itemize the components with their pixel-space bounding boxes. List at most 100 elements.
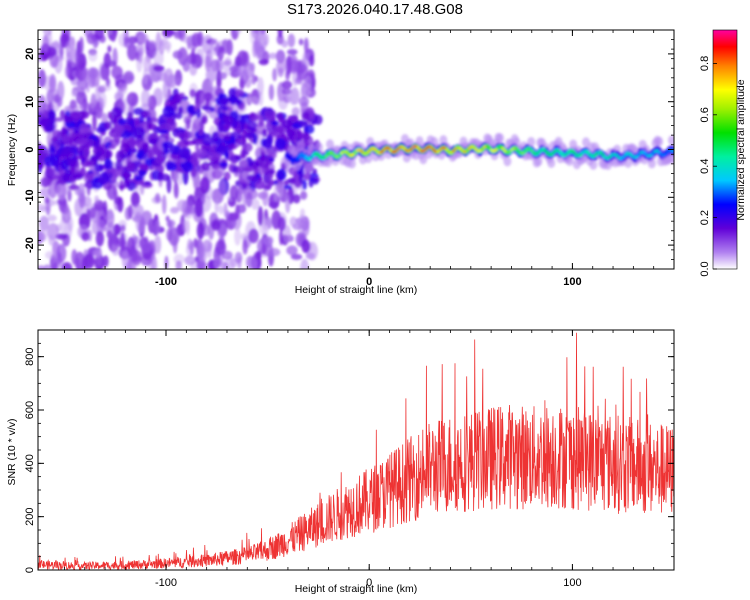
noise-blob [44, 250, 56, 260]
cluster-blob [130, 140, 141, 146]
cluster-blob [201, 105, 212, 111]
ridge-core [398, 146, 402, 149]
cluster-blob [221, 106, 229, 111]
ridge-core [498, 145, 502, 149]
noise-blob [123, 70, 135, 85]
noise-blob [182, 35, 194, 44]
noise-blob [184, 255, 196, 266]
ridge-core [595, 152, 599, 156]
noise-blob [127, 204, 133, 219]
ridge-core [335, 155, 339, 159]
noise-blob [215, 239, 227, 255]
ridge-core [308, 157, 312, 160]
noise-blob [196, 221, 205, 240]
noise-blob [257, 206, 264, 226]
ridge-core [346, 152, 350, 156]
cluster-blob [260, 151, 265, 162]
ridge-core [391, 150, 395, 154]
ridge-core [481, 147, 485, 151]
ridge-core [543, 149, 547, 152]
noise-blob [234, 251, 243, 264]
noise-blob [219, 179, 227, 198]
noise-blob [117, 196, 124, 213]
ridge-core [599, 151, 603, 155]
noise-blob [38, 203, 46, 212]
ridge-core [536, 151, 540, 154]
ridge-core [545, 151, 549, 155]
ridge-core [422, 149, 426, 152]
ridge-core [382, 148, 386, 151]
noise-blob [39, 187, 51, 198]
ridge-halo [315, 142, 324, 153]
noise-blob [81, 231, 90, 242]
noise-blob [300, 258, 309, 269]
ridge-core [563, 153, 567, 157]
cluster-blob [147, 123, 157, 131]
ridge-core [644, 152, 648, 156]
noise-blob [287, 33, 296, 48]
cluster-blob [275, 138, 287, 150]
noise-blob [75, 49, 80, 66]
cluster-blob [209, 106, 215, 113]
ridge-halo [304, 162, 313, 173]
ridge-core [360, 150, 364, 153]
noise-blob [211, 219, 221, 231]
noise-blob [229, 66, 239, 73]
cluster-blob [103, 149, 113, 159]
cluster-blob [302, 132, 310, 142]
ridge-core [387, 147, 391, 150]
ridge-core [454, 147, 458, 150]
cluster-blob [110, 127, 116, 134]
ridge-core [496, 146, 500, 150]
noise-blob [170, 206, 179, 214]
noise-blob [38, 53, 42, 63]
ridge-core [528, 147, 532, 151]
cluster-blob [177, 106, 184, 115]
cluster-blob [267, 157, 275, 163]
cluster-blob [258, 117, 264, 127]
noise-blob [251, 74, 256, 85]
cluster-blob [201, 115, 208, 125]
noise-blob [47, 214, 57, 222]
cluster-blob [143, 180, 152, 186]
noise-blob [272, 67, 277, 82]
ridge-halo [667, 135, 674, 146]
noise-blob [246, 255, 255, 269]
cluster-blob [203, 92, 213, 102]
cluster-blob [126, 160, 136, 171]
cluster-blob [212, 164, 222, 170]
noise-blob [260, 30, 267, 35]
cluster-blob [211, 131, 220, 142]
cluster-blob [240, 114, 252, 119]
noise-blob [172, 50, 183, 59]
ridge-core [333, 154, 337, 158]
noise-blob [195, 164, 203, 175]
noise-blob [200, 176, 210, 194]
cluster-blob [262, 128, 268, 138]
ridge-core [621, 155, 625, 159]
ridge-core [476, 149, 480, 153]
colorbar-ticks: 0.0 0.2 0.4 0.6 0.8 [699, 56, 717, 277]
cluster-blob [297, 120, 307, 126]
noise-blob [173, 253, 185, 265]
noise-blob [126, 236, 136, 257]
cluster-blob [50, 154, 60, 166]
ridge-core [657, 150, 661, 154]
cluster-blob [46, 166, 56, 178]
ridge-core [601, 154, 605, 157]
cluster-blob [78, 110, 90, 119]
snr-ytick-label: 800 [24, 347, 36, 365]
ridge-core [445, 148, 449, 151]
ridge-core [628, 152, 632, 156]
cluster-blob [138, 163, 149, 171]
cluster-blob [158, 129, 169, 134]
ridge-core [592, 154, 596, 157]
ridge-core [409, 148, 413, 151]
noise-blob [286, 245, 298, 256]
snr-ytick-label: 200 [24, 507, 36, 525]
ridge-core [550, 152, 554, 156]
noise-blob [194, 92, 202, 112]
noise-blob [236, 204, 247, 214]
